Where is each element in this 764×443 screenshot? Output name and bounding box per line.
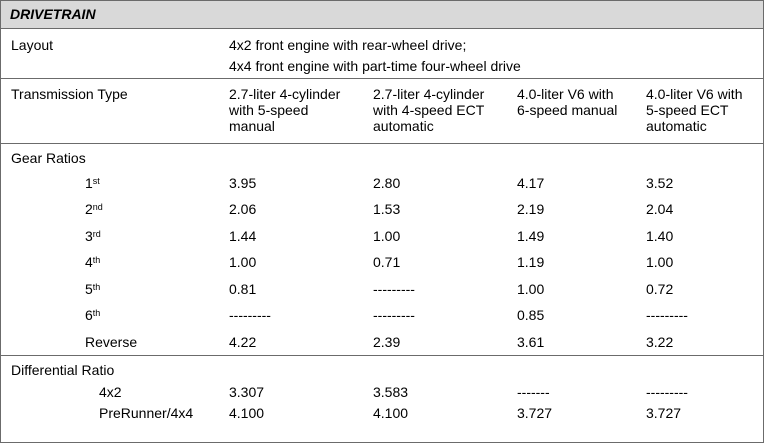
differential-ratio-value: ------- bbox=[517, 384, 550, 400]
transmission-type-cell: automatic bbox=[646, 118, 707, 134]
differential-ratio-value: --------- bbox=[646, 384, 688, 400]
gear-ratio-value: 2.39 bbox=[373, 334, 401, 350]
gear-ratio-value: 0.81 bbox=[229, 281, 257, 297]
gear-label: 1st bbox=[85, 175, 100, 191]
gear-ratio-value: 3.95 bbox=[229, 175, 257, 191]
gear-ratio-value: 2.19 bbox=[517, 201, 545, 217]
transmission-type-cell: 2.7-liter 4-cylinder bbox=[229, 86, 341, 102]
gear-label: 3rd bbox=[85, 228, 101, 244]
gear-ratio-value: --------- bbox=[373, 281, 415, 297]
differential-ratio-value: 4.100 bbox=[229, 405, 265, 421]
gear-ratios-label: Gear Ratios bbox=[11, 150, 86, 166]
gear-ratio-value: 4.22 bbox=[229, 334, 257, 350]
differential-row-label: PreRunner/4x4 bbox=[99, 405, 194, 421]
transmission-type-cell: 2.7-liter 4-cylinder bbox=[373, 86, 485, 102]
gear-ratio-value: 3.22 bbox=[646, 334, 674, 350]
gear-ratio-value: 3.61 bbox=[517, 334, 545, 350]
gear-ratio-value: 1.19 bbox=[517, 254, 545, 270]
gear-label: 2nd bbox=[85, 201, 103, 217]
gear-ratio-value: 0.71 bbox=[373, 254, 401, 270]
gear-ratio-value: 1.00 bbox=[646, 254, 674, 270]
section-header: DRIVETRAIN bbox=[1, 1, 763, 29]
gear-ratio-value: 1.49 bbox=[517, 228, 545, 244]
transmission-type-cell: automatic bbox=[373, 118, 434, 134]
gear-ratio-value: 1.53 bbox=[373, 201, 401, 217]
gear-ratio-value: --------- bbox=[229, 307, 271, 323]
row-divider bbox=[1, 355, 763, 356]
transmission-type-cell: manual bbox=[229, 118, 275, 134]
gear-ratio-value: 3.52 bbox=[646, 175, 674, 191]
gear-ratio-value: 2.06 bbox=[229, 201, 257, 217]
differential-ratio-value: 3.727 bbox=[646, 405, 682, 421]
gear-ratio-value: 1.00 bbox=[517, 281, 545, 297]
transmission-label: Transmission Type bbox=[11, 86, 128, 102]
section-title: DRIVETRAIN bbox=[10, 6, 96, 22]
gear-ratio-value: 1.40 bbox=[646, 228, 674, 244]
row-divider bbox=[1, 143, 763, 144]
gear-ratio-value: 2.04 bbox=[646, 201, 674, 217]
gear-label: Reverse bbox=[85, 334, 138, 350]
gear-label: 4th bbox=[85, 254, 101, 270]
gear-label: 6th bbox=[85, 307, 101, 323]
gear-ratio-value: 1.00 bbox=[373, 228, 401, 244]
differential-ratio-value: 4.100 bbox=[373, 405, 409, 421]
transmission-type-cell: with 5-speed bbox=[229, 102, 309, 118]
transmission-type-cell: with 4-speed ECT bbox=[373, 102, 485, 118]
gear-ratio-value: --------- bbox=[373, 307, 415, 323]
differential-label: Differential Ratio bbox=[11, 362, 115, 378]
gear-ratio-value: 1.00 bbox=[229, 254, 257, 270]
row-divider bbox=[1, 78, 763, 79]
gear-ratio-value: 0.72 bbox=[646, 281, 674, 297]
transmission-type-cell: 6-speed manual bbox=[517, 102, 618, 118]
differential-ratio-value: 3.727 bbox=[517, 405, 553, 421]
gear-label: 5th bbox=[85, 281, 101, 297]
differential-row-label: 4x2 bbox=[99, 384, 122, 400]
layout-line: 4x4 front engine with part-time four-whe… bbox=[229, 58, 521, 74]
gear-ratio-value: 1.44 bbox=[229, 228, 257, 244]
gear-ratio-value: 4.17 bbox=[517, 175, 545, 191]
transmission-type-cell: 5-speed ECT bbox=[646, 102, 729, 118]
differential-ratio-value: 3.583 bbox=[373, 384, 409, 400]
gear-ratio-value: 2.80 bbox=[373, 175, 401, 191]
gear-ratio-value: 0.85 bbox=[517, 307, 545, 323]
layout-line: 4x2 front engine with rear-wheel drive; bbox=[229, 37, 467, 53]
differential-ratio-value: 3.307 bbox=[229, 384, 265, 400]
transmission-type-cell: 4.0-liter V6 with bbox=[517, 86, 614, 102]
transmission-type-cell: 4.0-liter V6 with bbox=[646, 86, 743, 102]
layout-label: Layout bbox=[11, 37, 54, 53]
gear-ratio-value: --------- bbox=[646, 307, 688, 323]
